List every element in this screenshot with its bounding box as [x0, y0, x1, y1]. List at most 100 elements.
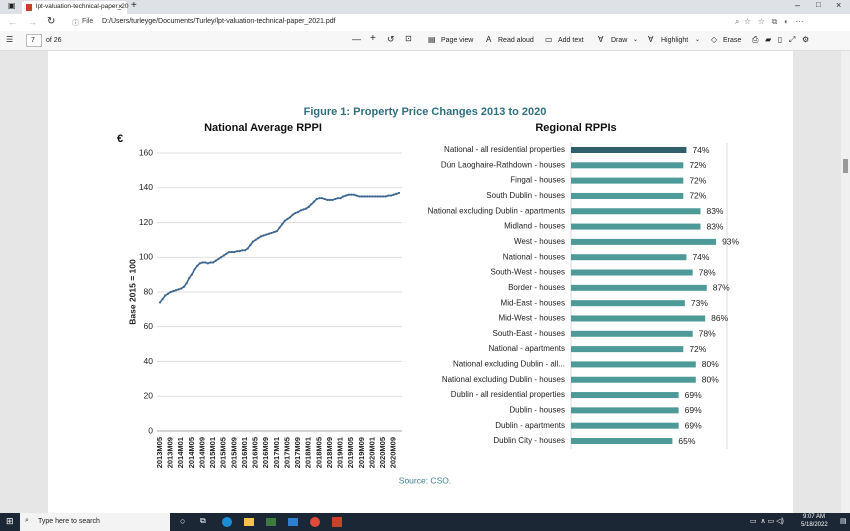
- data-point: [254, 238, 257, 241]
- minimize[interactable]: –: [795, 0, 801, 10]
- data-point: [342, 195, 345, 198]
- data-point: [249, 243, 252, 247]
- clock-date: 5/18/2022: [801, 522, 828, 528]
- scrollbar[interactable]: [841, 51, 850, 513]
- explorer-app[interactable]: [244, 518, 254, 526]
- new-tab[interactable]: +: [131, 0, 137, 11]
- value-label: 69%: [685, 405, 702, 415]
- category-label: South Dublin - houses: [486, 191, 565, 200]
- data-point: [217, 257, 220, 261]
- cortana[interactable]: ○: [180, 516, 186, 526]
- x-tick-label: 2014M01: [176, 437, 185, 468]
- data-point: [177, 288, 180, 291]
- data-point: [310, 203, 313, 206]
- bar: [571, 238, 717, 245]
- data-point: [296, 210, 300, 214]
- category-label: National - houses: [503, 252, 565, 261]
- tab-title: lpt-valuation-technical-paper_20: [36, 3, 129, 10]
- reload[interactable]: ↻: [47, 16, 56, 27]
- highlight-dropdown[interactable]: ⌄: [695, 37, 701, 43]
- category-label: West - houses: [514, 237, 565, 246]
- powerpoint-app[interactable]: [332, 517, 342, 527]
- data-point: [395, 192, 398, 195]
- data-point: [204, 261, 207, 264]
- data-point: [230, 250, 233, 254]
- x-tick-label: 2013M09: [166, 437, 175, 468]
- page-input[interactable]: 7: [26, 34, 42, 47]
- active-tab[interactable]: lpt-valuation-technical-paper_20 ×: [22, 1, 129, 14]
- draw[interactable]: Draw: [611, 37, 628, 44]
- data-point: [275, 230, 278, 233]
- data-point: [392, 193, 395, 196]
- back[interactable]: ←: [8, 17, 17, 27]
- zoom-out[interactable]: —: [352, 34, 361, 44]
- notifications[interactable]: ▤: [840, 518, 847, 525]
- start[interactable]: ⊞: [6, 516, 14, 526]
- data-point: [331, 198, 334, 202]
- x-tick-label: 2019M09: [357, 437, 366, 468]
- info-icon: ⓘ: [72, 20, 79, 27]
- value-label: 80%: [702, 374, 719, 384]
- read-aloud[interactable]: Read aloud: [498, 37, 534, 44]
- rotate[interactable]: ↺: [387, 34, 395, 44]
- tab-close[interactable]: ×: [118, 2, 123, 11]
- search-text: Type here to search: [38, 518, 100, 525]
- category-label: National excluding Dublin - all...: [453, 360, 565, 369]
- figure-title: Figure 1: Property Price Changes 2013 to…: [304, 106, 547, 118]
- store-app[interactable]: [266, 518, 276, 526]
- value-label: 78%: [699, 267, 716, 277]
- value-label: 69%: [685, 390, 702, 400]
- url[interactable]: D:/Users/turleyge/Documents/Turley/lpt-v…: [102, 18, 336, 25]
- page-view[interactable]: Page view: [441, 37, 474, 44]
- mail-app[interactable]: [288, 518, 298, 526]
- category-label: National - all residential properties: [444, 145, 565, 154]
- highlight[interactable]: Highlight: [661, 37, 689, 44]
- category-label: Dublin - houses: [509, 405, 565, 414]
- toolbar-icons[interactable]: ⎙ ▰ ▯ ⤢ ⚙: [752, 35, 810, 44]
- data-point: [318, 197, 321, 200]
- contents-icon[interactable]: ☰: [6, 35, 14, 44]
- x-tick-label: 2018M05: [314, 437, 323, 468]
- x-tick-label: 2017M09: [293, 437, 302, 468]
- data-point: [225, 252, 228, 255]
- data-point: [323, 197, 326, 201]
- tray-icons[interactable]: ▭ ∧ ▭ ◁): [750, 518, 784, 525]
- scroll-thumb[interactable]: [843, 159, 848, 173]
- y-tick-label: 60: [144, 321, 154, 331]
- add-text[interactable]: Add text: [558, 37, 584, 44]
- data-point: [246, 247, 249, 250]
- x-tick-label: 2017M05: [282, 437, 291, 468]
- erase[interactable]: Erase: [723, 37, 742, 44]
- file-label: File: [82, 18, 94, 25]
- value-label: 78%: [699, 329, 716, 339]
- fit[interactable]: ⊡: [405, 34, 412, 43]
- forward[interactable]: →: [28, 17, 37, 27]
- category-label: Dublin City - houses: [493, 436, 565, 445]
- zoom-in[interactable]: +: [370, 33, 376, 44]
- category-label: South-East - houses: [493, 329, 565, 338]
- edge-app[interactable]: [222, 517, 232, 527]
- x-tick-label: 2015M01: [208, 437, 217, 468]
- value-label: 80%: [702, 359, 719, 369]
- data-point: [193, 268, 196, 271]
- data-point: [241, 249, 244, 252]
- data-point: [328, 198, 332, 202]
- data-point: [227, 250, 231, 254]
- draw-dropdown[interactable]: ⌄: [633, 37, 639, 43]
- chrome-app[interactable]: [310, 517, 320, 527]
- maximize[interactable]: □: [816, 0, 821, 9]
- browser-icons[interactable]: ⌕ ☆ ☆ ⧉ ◐ ⋯: [735, 17, 804, 26]
- task-view[interactable]: ⧉: [200, 516, 206, 525]
- chart-title: National Average RPPI: [204, 122, 322, 134]
- data-point: [286, 217, 289, 221]
- search-box[interactable]: ⌕ Type here to search: [20, 513, 170, 531]
- x-tick-label: 2017M01: [272, 437, 281, 468]
- data-point: [188, 277, 191, 280]
- tab-menu[interactable]: ▣: [8, 1, 16, 10]
- y-axis-label: Base 2015 = 100: [127, 259, 137, 325]
- data-point: [243, 249, 247, 252]
- data-point: [185, 282, 188, 285]
- close-window[interactable]: ×: [836, 0, 842, 10]
- y-tick-label: 80: [144, 286, 154, 296]
